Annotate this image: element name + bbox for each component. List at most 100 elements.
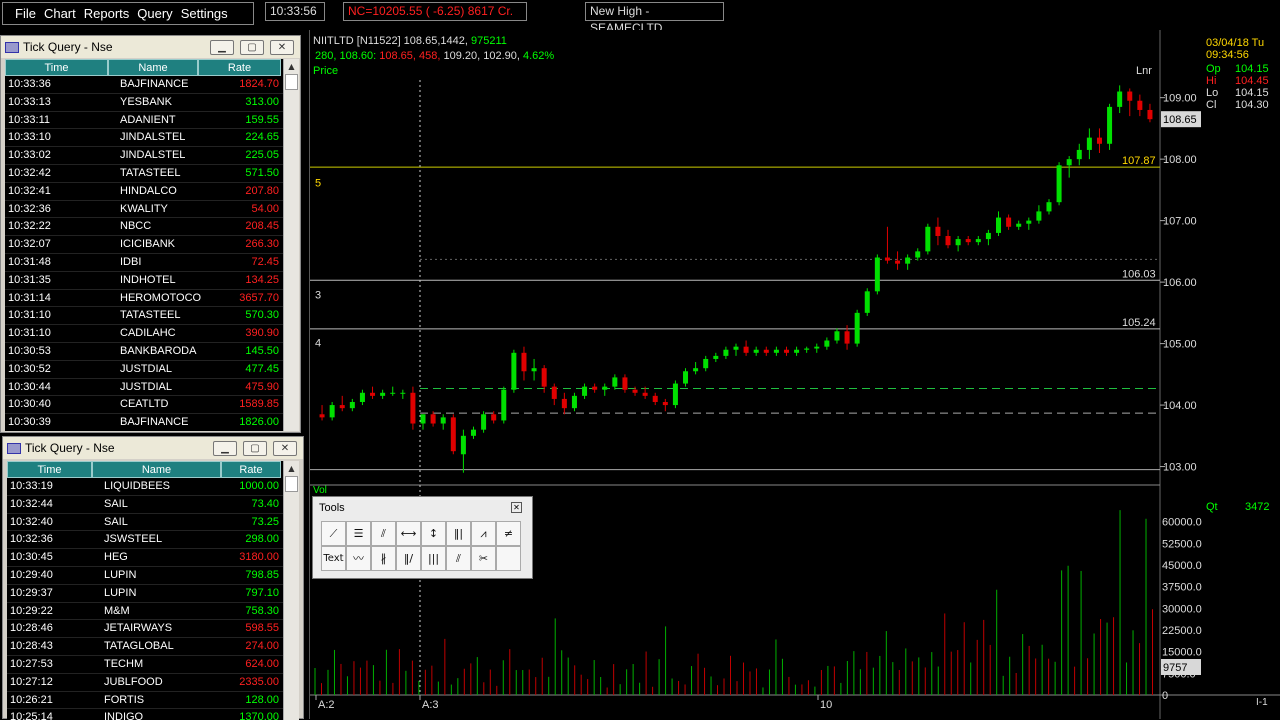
candle-body xyxy=(410,392,416,424)
menu-reports[interactable]: Reports xyxy=(83,6,130,21)
elliott-wave-icon[interactable]: 〰 xyxy=(346,546,371,571)
candle-body xyxy=(390,392,396,394)
table-row[interactable]: 10:32:07 ICICIBANK 266.30 xyxy=(5,236,283,254)
scale-mode-label[interactable]: Lnr xyxy=(1136,65,1152,77)
candle-body xyxy=(733,346,739,350)
close-icon[interactable]: ✕ xyxy=(511,502,522,513)
index-ticker[interactable]: NC=10205.55 ( -6.25) 8617 Cr. xyxy=(343,2,527,21)
table-row[interactable]: 10:31:35 INDHOTEL 134.25 xyxy=(5,272,283,290)
table-row[interactable]: 10:30:39 BAJFINANCE 1826.00 xyxy=(5,414,283,431)
table-row[interactable]: 10:27:12 JUBLFOOD 2335.00 xyxy=(7,674,283,692)
candle-body xyxy=(1107,106,1113,144)
column-header-rate[interactable]: Rate xyxy=(198,59,281,76)
menu-file[interactable]: File xyxy=(15,6,36,21)
parallel-lines-icon[interactable]: ⫽ xyxy=(446,546,471,571)
minimize-icon[interactable]: ▁ xyxy=(210,39,234,55)
text-tool-button[interactable]: Text xyxy=(321,546,346,571)
scroll-thumb[interactable] xyxy=(285,476,298,492)
table-row[interactable]: 10:32:36 JSWSTEEL 298.00 xyxy=(7,531,283,550)
scroll-thumb[interactable] xyxy=(285,74,298,90)
column-header-name[interactable]: Name xyxy=(92,461,221,478)
close-icon[interactable]: ✕ xyxy=(270,39,294,55)
candle-body xyxy=(541,368,547,387)
time-zones-icon[interactable]: ‖/ xyxy=(396,546,421,571)
table-row[interactable]: 10:30:45 HEG 3180.00 xyxy=(7,549,283,567)
cell-rate: 313.00 xyxy=(245,95,279,108)
maximize-icon[interactable]: ▢ xyxy=(243,440,267,456)
window-app-icon xyxy=(7,442,21,454)
table-row[interactable]: 10:31:48 IDBI 72.45 xyxy=(5,254,283,272)
menu-chart[interactable]: Chart xyxy=(43,6,76,21)
table-row[interactable]: 10:31:10 TATASTEEL 570.30 xyxy=(5,307,283,326)
column-header-rate[interactable]: Rate xyxy=(221,461,281,478)
table-row[interactable]: 10:33:11 ADANIENT 159.55 xyxy=(5,112,283,130)
table-row[interactable]: 10:31:10 CADILAHC 390.90 xyxy=(5,325,283,343)
table-row[interactable]: 10:30:53 BANKBARODA 145.50 xyxy=(5,343,283,361)
tick-query-titlebar-2[interactable]: Tick Query - Nse ▁ ▢ ✕ xyxy=(3,437,303,459)
table-row[interactable]: 10:29:40 LUPIN 798.85 xyxy=(7,567,283,585)
table-row[interactable]: 10:33:13 YESBANK 313.00 xyxy=(5,94,283,112)
scroll-up-icon[interactable]: ▲ xyxy=(288,464,295,473)
table-row[interactable]: 10:33:19 LIQUIDBEES 1000.00 xyxy=(7,478,283,496)
table-row[interactable]: 10:31:14 HEROMOTOCO 3657.70 xyxy=(5,290,283,308)
grid-lines-icon[interactable]: ||| xyxy=(421,546,446,571)
chart-window[interactable]: 109.00 108.00 107.00 106.00 105.00 104.00 103.… xyxy=(309,30,1280,719)
fan-tool-icon[interactable]: ⩘ xyxy=(471,521,496,546)
candle-body xyxy=(945,236,951,246)
cell-time: 10:32:36 xyxy=(8,202,51,215)
candle-body xyxy=(814,346,820,349)
tools-palette[interactable]: Tools ✕ ⟋ ☰ ⫽ ⟷ ↕ ‖| ⩘ ≠ Text 〰 ∦ ‖/ ||| … xyxy=(312,496,533,579)
table-row[interactable]: 10:27:53 TECHM 624.00 xyxy=(7,656,283,674)
last-volume-label: 9757 xyxy=(1163,662,1187,674)
table-row[interactable]: 10:28:46 JETAIRWAYS 598.55 xyxy=(7,620,283,639)
table-row[interactable]: 10:29:22 M&M 758.30 xyxy=(7,603,283,621)
table-row[interactable]: 10:33:02 JINDALSTEL 225.05 xyxy=(5,147,283,165)
menu-query[interactable]: Query xyxy=(137,6,173,21)
column-header-time[interactable]: Time xyxy=(5,59,108,76)
cell-name: INDHOTEL xyxy=(120,273,176,286)
scrollbar-2[interactable]: ▲ xyxy=(283,461,299,720)
table-row[interactable]: 10:32:44 SAIL 73.40 xyxy=(7,496,283,514)
fibonacci-tool-icon[interactable]: ☰ xyxy=(346,521,371,546)
horizontal-measure-icon[interactable]: ⟷ xyxy=(396,521,421,546)
price-chart[interactable]: 109.00 108.00 107.00 106.00 105.00 104.00 103.… xyxy=(310,30,1280,719)
volume-tick-label: 22500.0 xyxy=(1162,625,1202,637)
table-row[interactable]: 10:32:42 TATASTEEL 571.50 xyxy=(5,165,283,183)
scroll-up-icon[interactable]: ▲ xyxy=(288,62,295,71)
table-row[interactable]: 10:33:36 BAJFINANCE 1824.70 xyxy=(5,76,283,94)
channel-tool-icon[interactable]: ⫽ xyxy=(371,521,396,546)
close-icon[interactable]: ✕ xyxy=(273,440,297,456)
qty-value: 3472 xyxy=(1245,501,1270,513)
new-high-ticker[interactable]: New High - SEAMECLTD xyxy=(585,2,724,35)
cycle-lines-icon[interactable]: ∦ xyxy=(371,546,396,571)
wave-label: 3 xyxy=(315,289,321,301)
table-row[interactable]: 10:32:40 SAIL 73.25 xyxy=(7,514,283,532)
column-header-name[interactable]: Name xyxy=(108,59,198,76)
close-value: 104.30 xyxy=(1235,99,1269,111)
table-row[interactable]: 10:32:36 KWALITY 54.00 xyxy=(5,201,283,219)
vertical-measure-icon[interactable]: ↕ xyxy=(421,521,446,546)
tick-query-titlebar-1[interactable]: Tick Query - Nse ▁ ▢ ✕ xyxy=(1,36,300,58)
table-row[interactable]: 10:32:41 HINDALCO 207.80 xyxy=(5,183,283,201)
table-row[interactable]: 10:28:43 TATAGLOBAL 274.00 xyxy=(7,638,283,656)
table-row[interactable]: 10:30:40 CEATLTD 1589.85 xyxy=(5,396,283,415)
table-row[interactable]: 10:29:37 LUPIN 797.10 xyxy=(7,585,283,603)
minimize-icon[interactable]: ▁ xyxy=(213,440,237,456)
table-row[interactable]: 10:26:21 FORTIS 128.00 xyxy=(7,692,283,710)
table-row[interactable]: 10:30:44 JUSTDIAL 475.90 xyxy=(5,379,283,397)
tools-title[interactable]: Tools ✕ xyxy=(313,497,532,517)
menu-settings[interactable]: Settings xyxy=(180,6,228,21)
table-row[interactable]: 10:25:14 INDIGO 1370.00 xyxy=(7,709,283,720)
speed-lines-icon[interactable]: ≠ xyxy=(496,521,521,546)
table-row[interactable]: 10:33:10 JINDALSTEL 224.65 xyxy=(5,129,283,148)
scissors-icon[interactable]: ✂ xyxy=(471,546,496,571)
cell-name: BAJFINANCE xyxy=(120,78,189,90)
trendline-tool-icon[interactable]: ⟋ xyxy=(321,521,346,546)
table-row[interactable]: 10:32:22 NBCC 208.45 xyxy=(5,218,283,237)
candle-body xyxy=(622,377,628,390)
table-row[interactable]: 10:30:52 JUSTDIAL 477.45 xyxy=(5,361,283,379)
scrollbar-1[interactable]: ▲ xyxy=(283,59,299,431)
vertical-lines-icon[interactable]: ‖| xyxy=(446,521,471,546)
column-header-time[interactable]: Time xyxy=(7,461,92,478)
maximize-icon[interactable]: ▢ xyxy=(240,39,264,55)
